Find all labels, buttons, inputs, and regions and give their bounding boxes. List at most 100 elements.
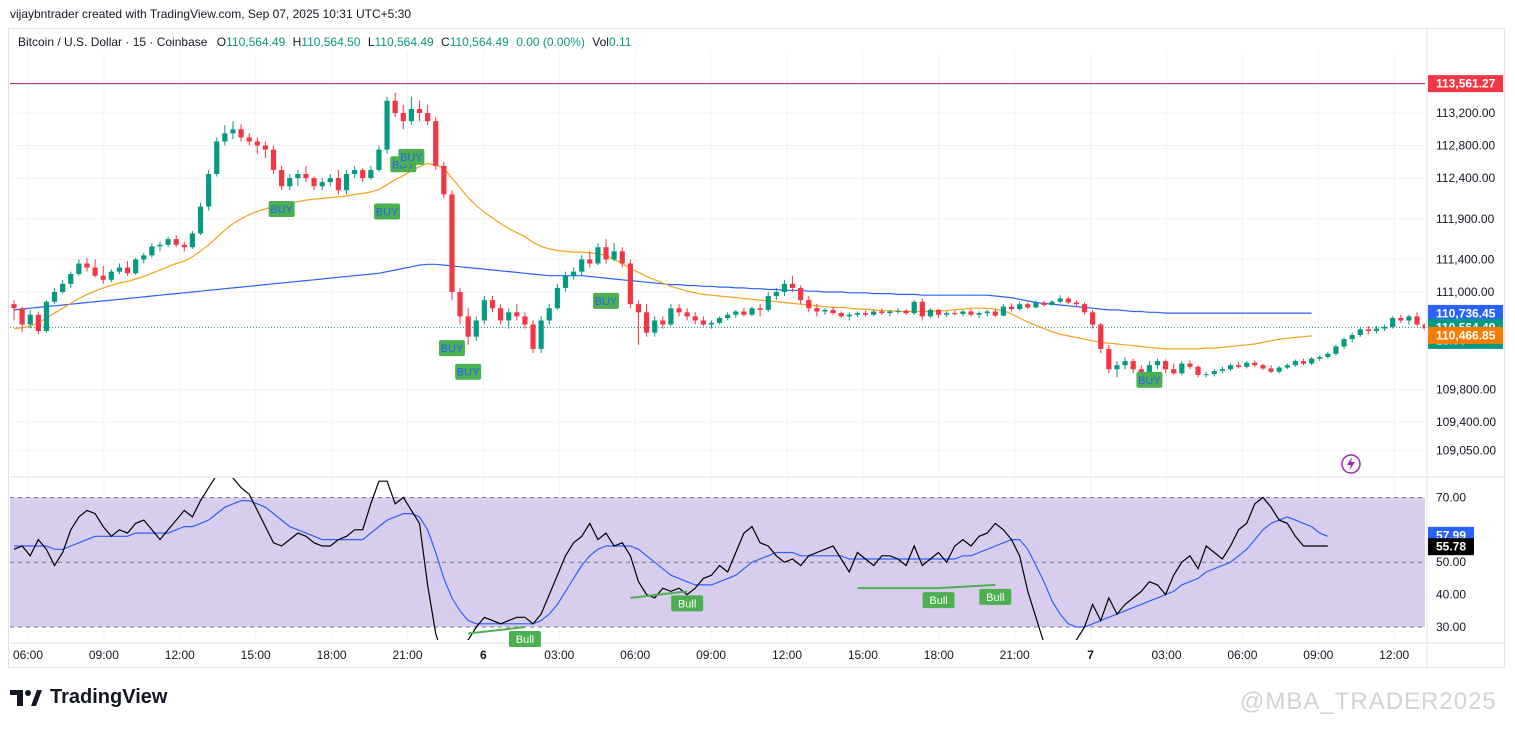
buy-signal: BUY <box>398 148 425 165</box>
candle-up <box>376 149 382 170</box>
candle-down <box>757 308 763 310</box>
ema-slow-line <box>13 263 1312 314</box>
rsi-axis-label: 30.00 <box>1436 620 1466 634</box>
lightning-icon-bolt <box>1347 457 1355 471</box>
candle-up <box>68 274 74 284</box>
symbol-label[interactable]: Bitcoin / U.S. Dollar · 15 · Coinbase <box>18 35 208 49</box>
time-axis-label: 6 <box>480 648 487 662</box>
candle-down <box>952 313 958 315</box>
time-axis-label: 09:00 <box>696 648 726 662</box>
tradingview-brand[interactable]: TradingView <box>10 686 167 709</box>
candle-down <box>262 145 269 150</box>
ema-fast-badge-box <box>1428 326 1503 344</box>
volume-label: Vol <box>592 35 609 49</box>
candle-up <box>652 320 658 333</box>
candle-down <box>660 320 666 325</box>
bull-tag-box <box>979 588 1012 605</box>
change-value: 0.00 (0.00%) <box>516 35 585 49</box>
watermark: @MBA_TRADER2025 <box>1240 688 1497 715</box>
candle-up <box>944 313 950 315</box>
candle-up <box>368 169 374 179</box>
candle-down <box>603 247 609 260</box>
bull-tag-label: Bull <box>516 634 534 646</box>
candle-up <box>1244 362 1250 367</box>
rsi-badge-label: 55.78 <box>1436 540 1466 554</box>
candle-down <box>903 310 909 314</box>
candle-up <box>384 100 390 150</box>
lightning-icon <box>1341 454 1361 474</box>
candle-down <box>173 239 179 245</box>
candle-up <box>1122 361 1128 366</box>
candle-down <box>246 137 252 142</box>
candle-up <box>1033 302 1039 308</box>
time-axis-label: 03:00 <box>544 648 574 662</box>
candle-down <box>879 311 885 314</box>
close-label: C <box>441 35 450 49</box>
candle-up <box>1227 365 1234 370</box>
ema-slow-badge-label: 110,736.45 <box>1436 306 1496 320</box>
buy-signal-box <box>455 363 482 380</box>
candle-down <box>498 308 504 321</box>
candle-up <box>1114 365 1120 370</box>
candle-up <box>570 271 577 276</box>
candle-up <box>1309 358 1315 364</box>
candle-down <box>1130 361 1136 370</box>
bull-tag-label: Bull <box>678 598 696 610</box>
bull-divergence-tag: Bull <box>508 631 541 648</box>
candle-up <box>749 308 755 315</box>
buy-signal: BUY <box>268 200 295 217</box>
candle-up <box>222 133 228 142</box>
buy-signal-box <box>593 292 620 309</box>
candles <box>11 92 1425 382</box>
buy-signal-label: BUY <box>376 206 399 218</box>
price-axis-label: 112,800.00 <box>1436 139 1495 153</box>
candle-down <box>1365 329 1371 332</box>
chart-frame <box>8 28 1505 668</box>
time-axis-label: 7 <box>1087 648 1094 662</box>
low-label: L <box>367 35 375 49</box>
candle-up <box>887 311 893 314</box>
candle-down <box>627 263 633 305</box>
candle-up <box>668 308 674 325</box>
candle-down <box>741 311 747 315</box>
candle-up <box>927 309 934 317</box>
candle-down <box>1041 302 1047 305</box>
candle-down <box>684 312 690 317</box>
ema-fast-badge-label: 110,466.85 <box>1436 328 1496 342</box>
candle-up <box>1017 304 1023 310</box>
candle-down <box>1187 363 1193 367</box>
buy-signal-label: BUY <box>1138 375 1161 387</box>
candle-up <box>1276 367 1282 372</box>
candle-down <box>1195 366 1201 375</box>
candle-up <box>854 313 861 315</box>
candle-down <box>1081 304 1088 313</box>
candle-up <box>473 320 479 337</box>
time-axis-label: 21:00 <box>1000 648 1030 662</box>
candle-up <box>149 246 155 256</box>
candle-up <box>1049 301 1055 305</box>
candle-down <box>1025 304 1031 308</box>
candle-down <box>992 311 998 316</box>
candle-up <box>822 309 828 312</box>
candle-down <box>279 169 285 187</box>
candle-down <box>830 309 836 314</box>
candle-up <box>157 244 163 247</box>
created-by-line: vijaybntrader created with TradingView.c… <box>10 7 412 21</box>
candle-up <box>562 275 569 288</box>
buy-signal-box <box>438 340 465 357</box>
price-axis-label: 112,400.00 <box>1436 171 1495 185</box>
candle-down <box>270 149 277 170</box>
candle-up <box>1317 357 1323 359</box>
candle-down <box>1065 298 1071 303</box>
candle-up <box>108 271 114 280</box>
price-axis-label: 113,200.00 <box>1436 106 1495 120</box>
price-axis-label: 109,400.00 <box>1436 415 1496 429</box>
time-axis-label: 09:00 <box>1303 648 1333 662</box>
candle-down <box>789 283 796 288</box>
candle-up <box>1381 326 1388 329</box>
candle-down <box>522 316 528 325</box>
candle-down <box>692 316 698 321</box>
candle-up <box>295 174 301 179</box>
candle-up <box>43 301 50 332</box>
